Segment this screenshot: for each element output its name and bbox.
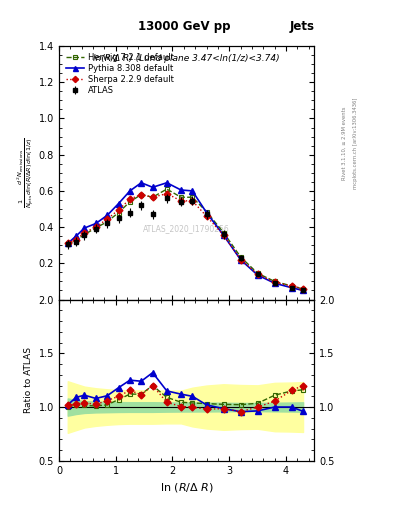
Sherpa 2.2.9 default xyxy=(272,279,277,285)
Line: Herwig 7.2.1 default: Herwig 7.2.1 default xyxy=(65,187,305,291)
Text: Rivet 3.1.10, ≥ 2.9M events: Rivet 3.1.10, ≥ 2.9M events xyxy=(342,106,346,180)
Pythia 8.308 default xyxy=(272,280,277,286)
Herwig 7.2.1 default xyxy=(238,254,243,260)
Herwig 7.2.1 default xyxy=(190,194,195,200)
Sherpa 2.2.9 default xyxy=(289,283,294,289)
Y-axis label: $\frac{1}{N_\mathrm{jets}}\frac{d^2 N_\mathrm{emissions}}{d\ln(R/\Delta R)\,d\ln: $\frac{1}{N_\mathrm{jets}}\frac{d^2 N_\m… xyxy=(15,137,36,208)
Herwig 7.2.1 default xyxy=(105,219,110,225)
Sherpa 2.2.9 default xyxy=(73,237,78,243)
Sherpa 2.2.9 default xyxy=(94,224,98,230)
Text: Jets: Jets xyxy=(289,20,314,33)
Pythia 8.308 default xyxy=(73,233,78,239)
Herwig 7.2.1 default xyxy=(73,238,78,244)
Herwig 7.2.1 default xyxy=(272,279,277,285)
Pythia 8.308 default xyxy=(116,201,121,207)
Sherpa 2.2.9 default xyxy=(164,190,169,197)
Text: ln(R/Δ R) (Lund plane 3.47<ln(1/z)<3.74): ln(R/Δ R) (Lund plane 3.47<ln(1/z)<3.74) xyxy=(94,54,280,62)
Herwig 7.2.1 default xyxy=(164,186,169,192)
Herwig 7.2.1 default xyxy=(128,199,132,205)
Herwig 7.2.1 default xyxy=(179,194,184,200)
Sherpa 2.2.9 default xyxy=(150,194,155,200)
Y-axis label: Ratio to ATLAS: Ratio to ATLAS xyxy=(24,347,33,413)
Sherpa 2.2.9 default xyxy=(204,213,209,219)
Pythia 8.308 default xyxy=(128,188,132,194)
Herwig 7.2.1 default xyxy=(255,270,260,276)
Herwig 7.2.1 default xyxy=(94,225,98,231)
Sherpa 2.2.9 default xyxy=(221,232,226,238)
Pythia 8.308 default xyxy=(204,209,209,216)
Sherpa 2.2.9 default xyxy=(255,271,260,278)
Herwig 7.2.1 default xyxy=(221,229,226,236)
Pythia 8.308 default xyxy=(164,180,169,186)
Pythia 8.308 default xyxy=(289,285,294,291)
Herwig 7.2.1 default xyxy=(289,283,294,289)
Text: mcplots.cern.ch [arXiv:1306.3436]: mcplots.cern.ch [arXiv:1306.3436] xyxy=(353,98,358,189)
Herwig 7.2.1 default xyxy=(204,209,209,215)
Pythia 8.308 default xyxy=(179,187,184,193)
Pythia 8.308 default xyxy=(255,272,260,278)
Pythia 8.308 default xyxy=(82,225,87,231)
Sherpa 2.2.9 default xyxy=(139,191,143,198)
Pythia 8.308 default xyxy=(105,212,110,219)
Sherpa 2.2.9 default xyxy=(128,196,132,202)
Pythia 8.308 default xyxy=(65,240,70,246)
Pythia 8.308 default xyxy=(190,188,195,194)
Pythia 8.308 default xyxy=(139,180,143,186)
Sherpa 2.2.9 default xyxy=(238,257,243,263)
Text: ATLAS_2020_I1790256: ATLAS_2020_I1790256 xyxy=(143,224,230,233)
Sherpa 2.2.9 default xyxy=(301,286,305,292)
Sherpa 2.2.9 default xyxy=(190,198,195,204)
Line: Pythia 8.308 default: Pythia 8.308 default xyxy=(65,180,306,293)
Herwig 7.2.1 default xyxy=(139,191,143,198)
Line: Sherpa 2.2.9 default: Sherpa 2.2.9 default xyxy=(65,191,305,291)
Herwig 7.2.1 default xyxy=(150,194,155,200)
Herwig 7.2.1 default xyxy=(116,209,121,216)
Pythia 8.308 default xyxy=(238,257,243,263)
Pythia 8.308 default xyxy=(221,232,226,238)
Sherpa 2.2.9 default xyxy=(65,240,70,246)
Sherpa 2.2.9 default xyxy=(116,207,121,213)
Sherpa 2.2.9 default xyxy=(105,216,110,222)
Sherpa 2.2.9 default xyxy=(179,198,184,204)
X-axis label: ln $(R/\Delta\ R)$: ln $(R/\Delta\ R)$ xyxy=(160,481,214,494)
Pythia 8.308 default xyxy=(94,220,98,226)
Legend: Herwig 7.2.1 default, Pythia 8.308 default, Sherpa 2.2.9 default, ATLAS: Herwig 7.2.1 default, Pythia 8.308 defau… xyxy=(63,50,176,97)
Pythia 8.308 default xyxy=(150,184,155,190)
Sherpa 2.2.9 default xyxy=(82,229,87,236)
Herwig 7.2.1 default xyxy=(82,231,87,238)
Herwig 7.2.1 default xyxy=(65,241,70,247)
Text: 13000 GeV pp: 13000 GeV pp xyxy=(138,20,231,33)
Pythia 8.308 default xyxy=(301,287,305,293)
Herwig 7.2.1 default xyxy=(301,286,305,292)
